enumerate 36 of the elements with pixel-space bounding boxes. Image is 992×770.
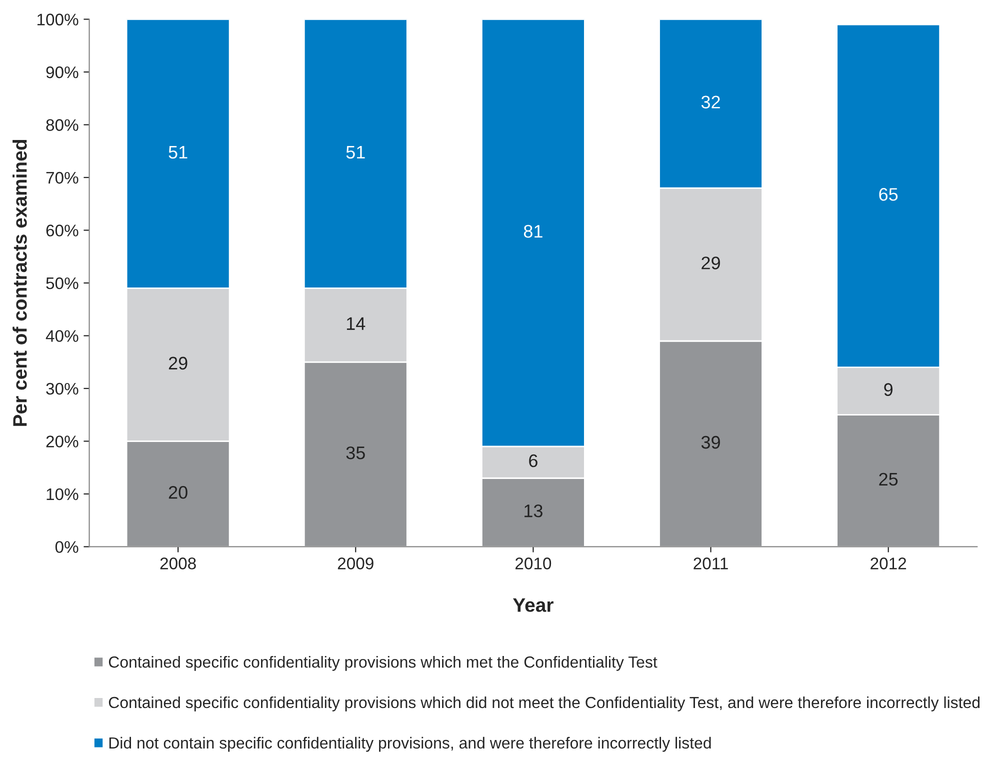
y-tick-label: 60%: [46, 224, 78, 236]
data-label: 81: [524, 224, 542, 238]
data-label: 51: [168, 146, 188, 159]
data-label: 20: [168, 486, 188, 499]
y-tick-label: 100%: [38, 14, 78, 26]
data-label: 39: [701, 436, 720, 449]
x-tick-label: 2012: [870, 558, 906, 570]
x-tick-label: 2010: [516, 558, 552, 570]
data-label: 13: [524, 504, 542, 518]
data-label: 35: [346, 446, 365, 460]
y-axis-title: Per cent of contracts examined: [12, 140, 27, 426]
y-tick-label: 30%: [46, 382, 78, 395]
y-tick-label: 80%: [46, 119, 78, 131]
y-tick-label: 70%: [46, 172, 78, 184]
data-label: 29: [168, 356, 188, 370]
x-tick-label: 2008: [160, 558, 196, 570]
data-label: 65: [879, 188, 898, 201]
x-tick-label: 2009: [338, 558, 374, 570]
y-tick-label: 10%: [46, 488, 78, 500]
y-tick-label: 40%: [46, 330, 78, 342]
data-label: 14: [346, 317, 366, 330]
x-axis-title: Year: [512, 598, 554, 612]
data-label: 32: [701, 96, 720, 108]
y-tick-label: 0%: [55, 541, 78, 553]
data-label: 9: [884, 383, 892, 396]
legend-label: Contained specific confidentiality provisions which met the Confidentiality Test: [108, 656, 658, 671]
data-label: 51: [346, 146, 365, 159]
y-tick-label: 90%: [46, 66, 78, 78]
y-tick-label: 20%: [46, 436, 78, 448]
y-tick-label: 50%: [46, 277, 78, 290]
legend-label: Contained specific confidentiality provisions which did not meet the Confidentiality Test, and were therefore incorrectly listed: [108, 696, 980, 712]
x-tick-label: 2011: [694, 558, 728, 570]
legend-label: Did not contain specific confidentiality provisions, and were therefore incorrectly listed: [109, 736, 711, 752]
data-label: 6: [529, 454, 538, 468]
data-label: 25: [879, 472, 898, 486]
data-label: 29: [702, 256, 720, 270]
